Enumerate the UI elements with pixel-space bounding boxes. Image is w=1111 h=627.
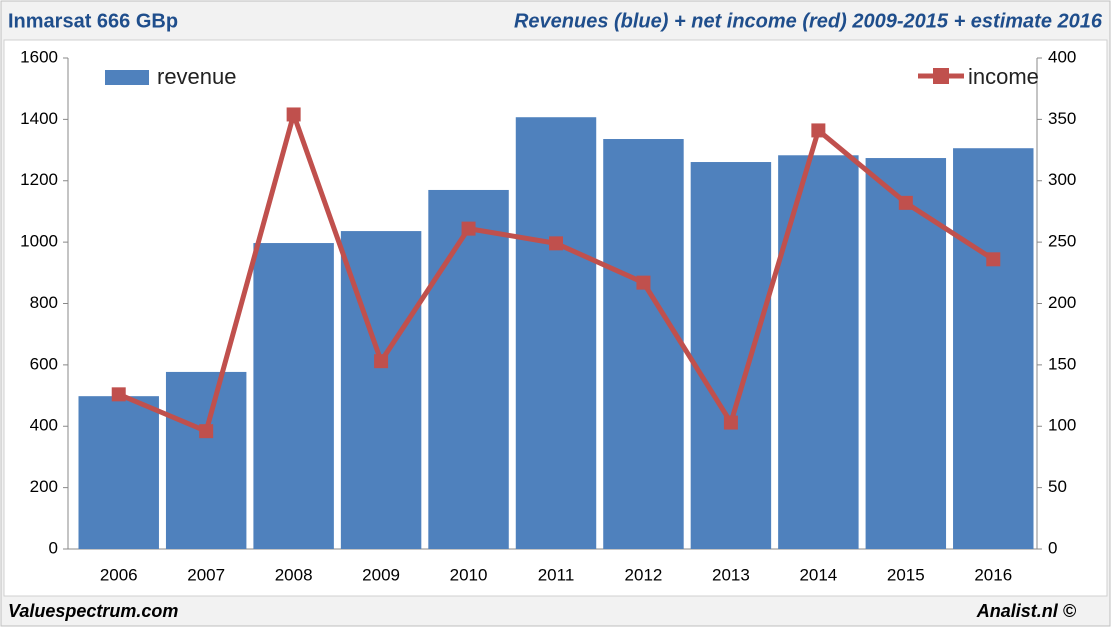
marker bbox=[636, 275, 651, 290]
x-tick-label: 2007 bbox=[187, 565, 225, 584]
y2-tick-label: 150 bbox=[1048, 354, 1076, 373]
bar bbox=[603, 139, 684, 549]
credit: Analist.nl © bbox=[976, 601, 1077, 621]
y-tick-label: 1600 bbox=[20, 47, 58, 66]
source: Valuespectrum.com bbox=[8, 601, 178, 621]
y-tick-label: 800 bbox=[30, 293, 58, 312]
y2-tick-label: 200 bbox=[1048, 293, 1076, 312]
y2-tick-label: 100 bbox=[1048, 416, 1076, 435]
marker bbox=[986, 252, 1001, 267]
x-tick-label: 2008 bbox=[275, 565, 313, 584]
bar bbox=[165, 371, 247, 549]
x-tick-label: 2013 bbox=[712, 565, 750, 584]
marker bbox=[374, 354, 389, 369]
marker bbox=[811, 123, 826, 138]
legend-label: income bbox=[968, 64, 1039, 89]
chart-subtitle: Revenues (blue) + net income (red) 2009-… bbox=[514, 10, 1103, 32]
bar bbox=[78, 396, 159, 549]
y2-tick-label: 50 bbox=[1048, 477, 1067, 496]
bar bbox=[253, 243, 334, 549]
bar bbox=[953, 148, 1034, 549]
y-tick-label: 400 bbox=[30, 416, 58, 435]
y2-tick-label: 400 bbox=[1048, 47, 1076, 66]
bar bbox=[778, 155, 859, 550]
y-tick-label: 1200 bbox=[20, 170, 58, 189]
y2-tick-label: 300 bbox=[1048, 170, 1076, 189]
x-tick-label: 2015 bbox=[887, 565, 925, 584]
bar bbox=[865, 158, 947, 549]
y-tick-label: 200 bbox=[30, 477, 58, 496]
legend-marker bbox=[933, 68, 949, 84]
legend-label: revenue bbox=[157, 64, 237, 89]
marker bbox=[549, 236, 563, 251]
y2-tick-label: 350 bbox=[1048, 109, 1076, 128]
x-tick-label: 2016 bbox=[974, 565, 1012, 584]
x-tick-label: 2012 bbox=[625, 565, 663, 584]
x-tick-label: 2014 bbox=[799, 565, 837, 584]
y-tick-label: 1000 bbox=[20, 232, 58, 251]
x-tick-label: 2010 bbox=[450, 565, 488, 584]
y-tick-label: 1400 bbox=[20, 109, 58, 128]
chart-title: Inmarsat 666 GBp bbox=[8, 10, 178, 32]
y2-tick-label: 0 bbox=[1048, 538, 1057, 557]
y-tick-label: 600 bbox=[30, 354, 58, 373]
marker bbox=[286, 107, 301, 122]
x-tick-label: 2006 bbox=[100, 565, 138, 584]
bar bbox=[690, 162, 772, 549]
marker bbox=[898, 195, 913, 210]
marker bbox=[111, 387, 126, 402]
bar bbox=[428, 189, 509, 550]
y-tick-label: 0 bbox=[49, 538, 58, 557]
x-tick-label: 2011 bbox=[538, 565, 575, 584]
marker bbox=[199, 424, 214, 439]
bar bbox=[515, 117, 597, 550]
y2-tick-label: 250 bbox=[1048, 232, 1076, 251]
legend-swatch bbox=[105, 70, 149, 85]
marker bbox=[461, 221, 476, 236]
x-tick-label: 2009 bbox=[362, 565, 400, 584]
marker bbox=[723, 415, 738, 430]
